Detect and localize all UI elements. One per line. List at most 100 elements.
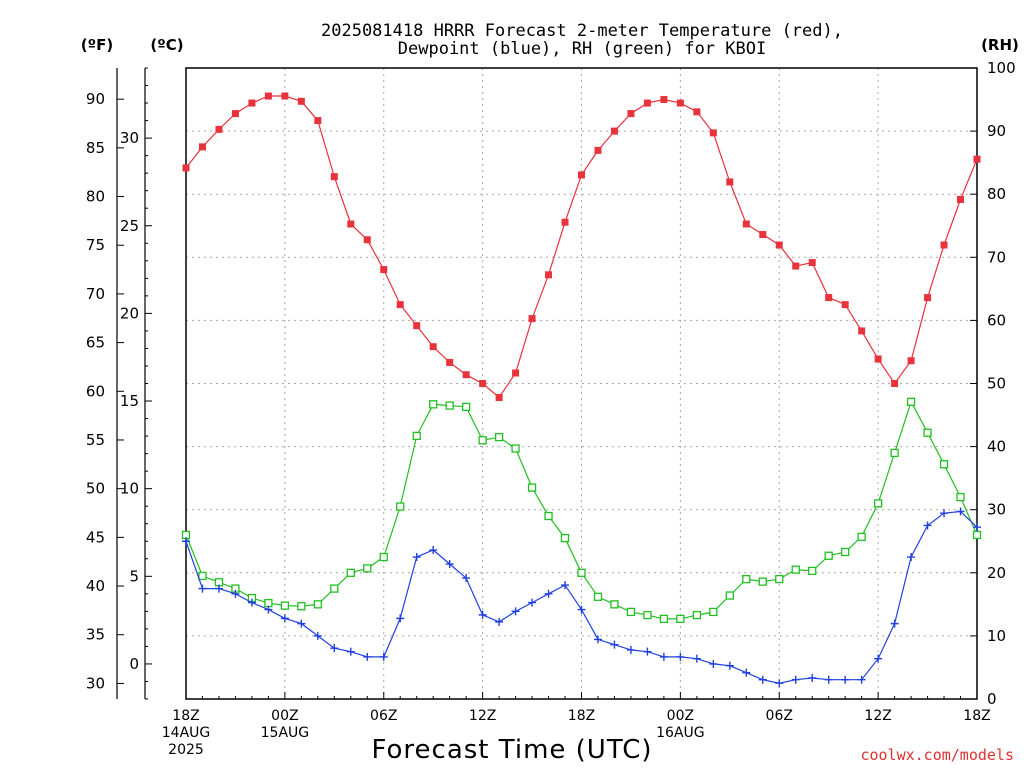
x-tick-label: 00Z	[271, 708, 298, 724]
fahrenheit-tick-label: 60	[86, 382, 105, 400]
temperature-point	[660, 96, 668, 104]
fahrenheit-tick-label: 85	[86, 139, 105, 157]
dewpoint-point	[857, 675, 866, 684]
dewpoint-point	[363, 652, 372, 661]
dewpoint-point	[182, 537, 190, 546]
rh-point	[659, 614, 669, 624]
rh-tick-label: 30	[987, 501, 1006, 519]
fahrenheit-tick-label: 30	[86, 674, 105, 692]
rh-tick-label: 90	[987, 122, 1006, 140]
rh-point	[626, 607, 636, 617]
dewpoint-point	[709, 659, 718, 668]
dewpoint-point	[445, 560, 454, 569]
x-tick-label: 18Z	[172, 708, 199, 724]
temperature-point	[676, 99, 684, 107]
temperature-point	[231, 110, 239, 118]
temperature-point	[528, 315, 536, 323]
rh-point	[494, 432, 504, 442]
dewpoint-point	[775, 679, 784, 688]
temperature-point	[841, 301, 849, 309]
dewpoint-point	[973, 523, 981, 532]
rh-tick-label: 0	[987, 690, 997, 708]
temperature-point	[907, 357, 915, 365]
dewpoint-point	[659, 652, 668, 661]
dewpoint-point	[264, 605, 273, 614]
temperature-point	[924, 294, 932, 302]
celsius-tick-label: 15	[120, 392, 139, 410]
temperature-point	[248, 99, 256, 107]
rh-point	[198, 571, 207, 581]
rh-point	[824, 551, 833, 560]
temperature-point	[413, 322, 421, 330]
temperature-point	[462, 371, 470, 379]
rh-point	[429, 400, 438, 409]
temperature-point	[891, 380, 899, 387]
rh-point	[857, 532, 866, 541]
fahrenheit-tick-label: 80	[86, 188, 105, 206]
rh-point	[280, 601, 290, 610]
x-tick-label: 12Z	[469, 708, 496, 724]
rh-point	[890, 448, 899, 458]
temperature-point	[446, 358, 454, 366]
rh-tick-label: 40	[987, 438, 1006, 456]
temperature-point	[578, 171, 585, 179]
temperature-point	[314, 117, 322, 125]
axes: 0 5 10 15 20 25 30 30 35 40 45 50 55 60 65 70 75 80 85 90 0 1…	[86, 59, 1016, 708]
dewpoint-point	[742, 668, 751, 677]
temperature-point	[330, 173, 338, 181]
fahrenheit-tick-label: 90	[86, 90, 105, 108]
rh-point	[873, 499, 883, 508]
rh-point	[841, 547, 850, 557]
temperature-point	[561, 218, 569, 226]
temperature-point	[775, 241, 783, 249]
fahrenheit-tick-label: 35	[86, 626, 105, 644]
rh-tick-label: 70	[987, 248, 1006, 266]
celsius-tick-label: 10	[120, 480, 139, 498]
rh-tick-label: 80	[987, 185, 1006, 203]
dewpoint-point	[214, 584, 223, 593]
dewpoint-point	[429, 546, 438, 555]
temperature-point	[264, 92, 272, 100]
dewpoint-point	[561, 581, 570, 590]
temperature-point	[545, 271, 553, 279]
series	[181, 92, 982, 688]
dewpoint-point	[890, 619, 899, 628]
x-tick-label: 12Z	[864, 708, 891, 724]
rh-point	[445, 401, 454, 410]
rh-point	[709, 607, 718, 617]
rh-point	[906, 397, 916, 406]
temperature-point	[627, 110, 635, 118]
temperature-point	[825, 294, 833, 302]
rh-point	[610, 600, 619, 609]
dewpoint-point	[577, 605, 586, 614]
fahrenheit-tick-label: 40	[86, 577, 105, 595]
temperature-point	[479, 380, 487, 387]
temperature-point	[594, 146, 602, 154]
temperature-point	[512, 369, 520, 377]
rh-point	[313, 600, 322, 609]
temperature-point	[643, 99, 651, 107]
rh-point	[758, 577, 767, 586]
rh-point	[692, 610, 702, 620]
dewpoint-point	[478, 610, 487, 619]
temperature-point	[742, 220, 750, 228]
fahrenheit-unit-label: (ºF)	[81, 36, 113, 54]
dewpoint-point	[231, 589, 240, 598]
rh-point	[676, 614, 685, 624]
rh-point	[725, 591, 734, 600]
dewpoint-point	[824, 675, 833, 684]
celsius-tick-label: 0	[129, 655, 139, 673]
rh-point	[412, 431, 421, 441]
dewpoint-point	[412, 553, 421, 562]
celsius-unit-label: (ºC)	[150, 36, 183, 54]
dewpoint-point	[907, 553, 916, 562]
rh-point	[264, 598, 273, 608]
temperature-point	[808, 259, 816, 267]
x-tick-label: 00Z	[667, 708, 694, 724]
dewpoint-point	[725, 661, 734, 670]
dewpoint-point	[280, 614, 289, 623]
fahrenheit-tick-label: 75	[86, 236, 105, 254]
x-tick-label: 2025	[168, 742, 204, 758]
fahrenheit-tick-label: 50	[86, 480, 105, 498]
rh-point	[363, 564, 372, 573]
